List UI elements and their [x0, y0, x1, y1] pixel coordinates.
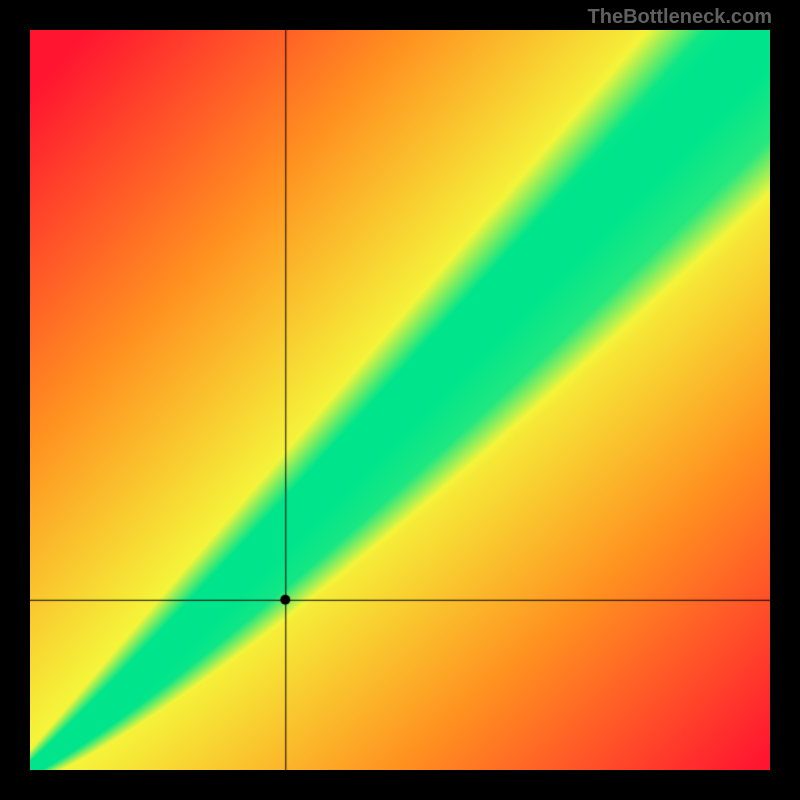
watermark-text: TheBottleneck.com [588, 6, 772, 29]
heatmap-canvas [30, 30, 770, 770]
bottleneck-heatmap [30, 30, 770, 770]
